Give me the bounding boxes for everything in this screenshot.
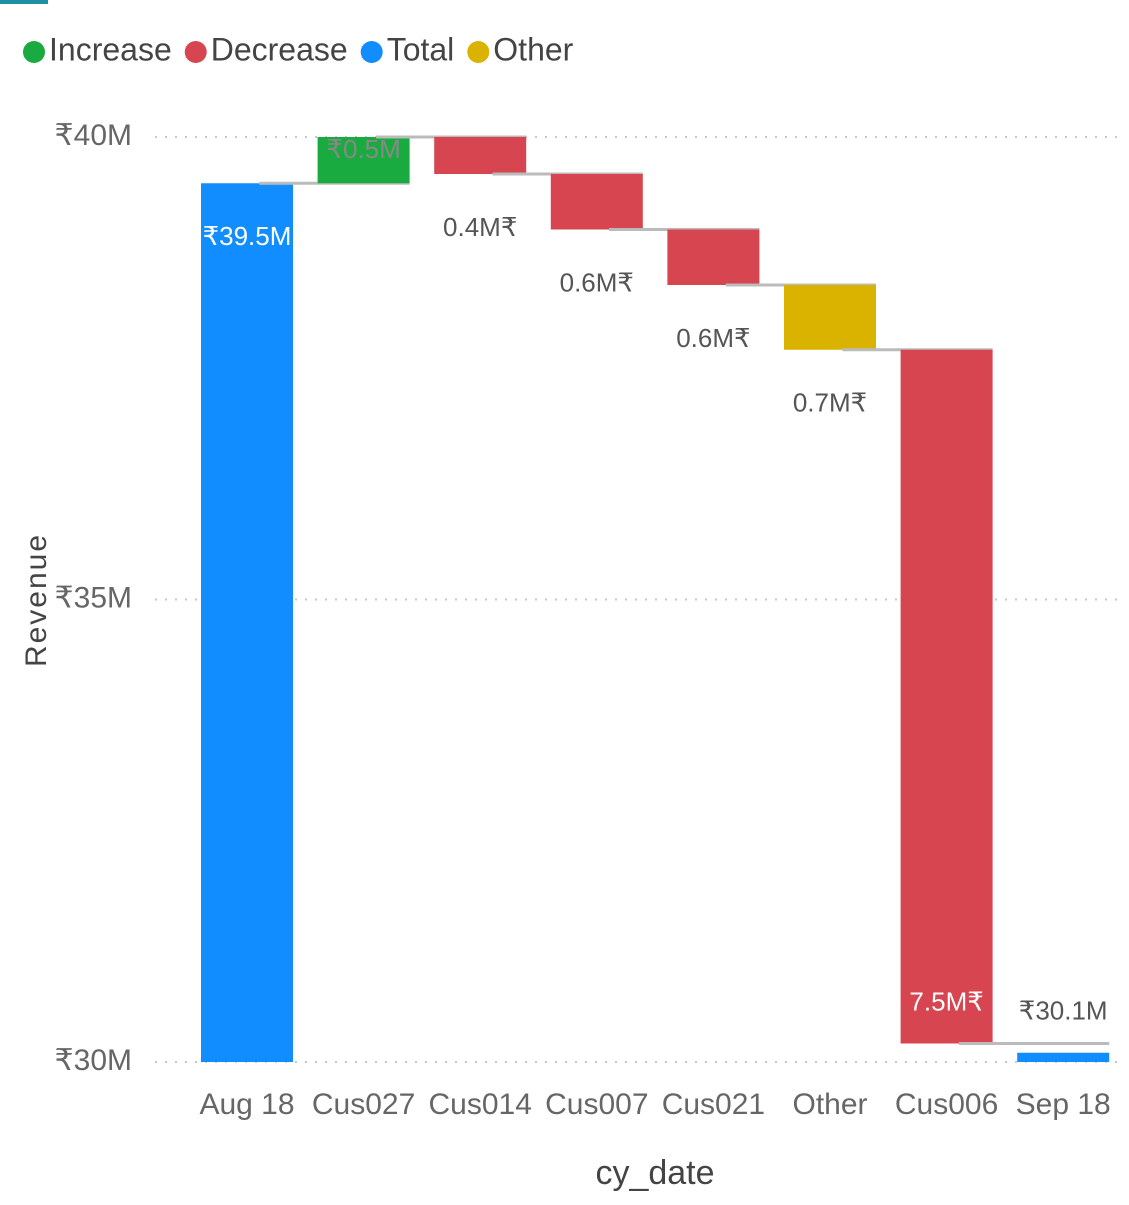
- x-axis-title: cy_date: [595, 1154, 714, 1192]
- legend-label: Total: [387, 31, 455, 67]
- legend-marker: [467, 41, 490, 63]
- x-tick-label: Cus027: [312, 1088, 415, 1121]
- header-accent: [0, 0, 48, 4]
- y-axis-title: Revenue: [20, 533, 53, 667]
- legend-marker: [23, 41, 45, 63]
- data-label: ₹39.5M: [203, 221, 292, 251]
- legend-label: Other: [493, 31, 573, 67]
- y-tick-label: ₹35M: [55, 581, 132, 614]
- data-label: ₹0.5M: [326, 134, 400, 164]
- data-label: 0.6M₹: [560, 267, 634, 297]
- bar: [1017, 1052, 1110, 1062]
- data-label: ₹30.1M: [1019, 996, 1108, 1026]
- y-tick-label: ₹30M: [55, 1044, 132, 1077]
- x-tick-label: Cus021: [662, 1088, 765, 1121]
- x-tick-label: Cus006: [895, 1088, 998, 1121]
- legend-marker: [184, 41, 207, 63]
- legend-label: Decrease: [211, 31, 348, 67]
- bar: [201, 183, 293, 1062]
- data-label: 0.7M₹: [793, 388, 867, 418]
- x-tick-label: Aug 18: [199, 1088, 294, 1121]
- bar: [667, 229, 760, 285]
- bar: [317, 137, 410, 184]
- x-tick-label: Other: [792, 1088, 867, 1121]
- bar: [784, 285, 876, 350]
- x-tick-label: Cus007: [545, 1088, 648, 1121]
- bar: [550, 174, 643, 230]
- legend-label: Increase: [49, 31, 172, 67]
- legend-marker: [360, 41, 383, 63]
- x-tick-label: Sep 18: [1016, 1088, 1111, 1121]
- bar: [900, 349, 993, 1044]
- x-tick-label: Cus014: [428, 1088, 531, 1121]
- y-tick-label: ₹40M: [55, 119, 132, 152]
- data-label: 0.6M₹: [676, 323, 750, 353]
- data-label: 0.4M₹: [443, 212, 517, 242]
- bar: [434, 137, 527, 174]
- data-label: 7.5M₹: [909, 986, 983, 1016]
